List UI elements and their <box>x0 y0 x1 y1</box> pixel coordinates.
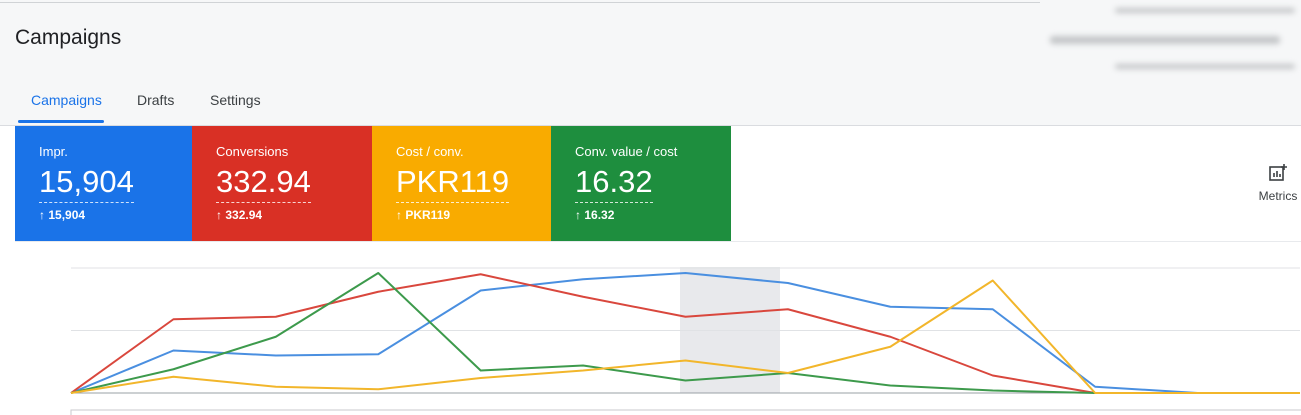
page-title: Campaigns <box>15 26 122 49</box>
metric-value: 332.94 <box>216 164 311 203</box>
blurred-date[interactable] <box>1050 36 1280 44</box>
tab[interactable]: Campaigns <box>31 92 102 108</box>
arrow-icon: ↑ <box>575 208 585 222</box>
tab-indicator <box>18 120 104 123</box>
arrow-icon: ↑ <box>216 208 226 222</box>
metric-value: PKR119 <box>396 164 510 203</box>
metric-change-value: 16.32 <box>584 208 615 222</box>
metric-change-value: PKR119 <box>405 208 451 222</box>
metrics-label: Metrics <box>1258 189 1298 203</box>
series-line <box>70 272 1300 394</box>
metric-card[interactable]: Impr. 15,904 ↑ 15,904 <box>15 126 192 241</box>
tab[interactable]: Drafts <box>137 92 175 108</box>
metric-label: Impr. <box>39 144 68 159</box>
metric-change-value: 332.94 <box>225 208 263 222</box>
chart-frame <box>70 409 1301 415</box>
metric-label: Conversions <box>216 144 289 159</box>
metric-change: ↑ 15,904 <box>39 208 85 222</box>
metric-card[interactable]: Cost / conv. PKR119 ↑ PKR119 <box>372 126 551 241</box>
arrow-icon: ↑ <box>39 208 49 222</box>
series-line <box>70 279 1300 394</box>
metrics-button[interactable]: Metrics <box>1254 163 1301 203</box>
metric-value: 16.32 <box>575 164 653 203</box>
metric-label: Cost / conv. <box>396 144 464 159</box>
metric-label: Conv. value / cost <box>575 144 678 159</box>
tab[interactable]: Settings <box>210 92 261 108</box>
divider <box>0 2 1040 3</box>
metric-card[interactable]: Conversions 332.94 ↑ 332.94 <box>192 126 372 241</box>
metric-change: ↑ 16.32 <box>575 208 614 222</box>
arrow-icon: ↑ <box>396 208 406 222</box>
blurred-bar <box>1115 64 1295 69</box>
metric-card[interactable]: Conv. value / cost 16.32 ↑ 16.32 <box>551 126 731 241</box>
metric-change: ↑ 332.94 <box>216 208 262 222</box>
top-bar <box>0 0 1301 126</box>
blurred-bar <box>1115 8 1295 13</box>
metrics-icon <box>1269 164 1287 181</box>
metric-value: 15,904 <box>39 164 134 203</box>
divider <box>15 241 1301 242</box>
metric-change: ↑ PKR119 <box>396 208 450 222</box>
metric-change-value: 15,904 <box>48 208 86 222</box>
